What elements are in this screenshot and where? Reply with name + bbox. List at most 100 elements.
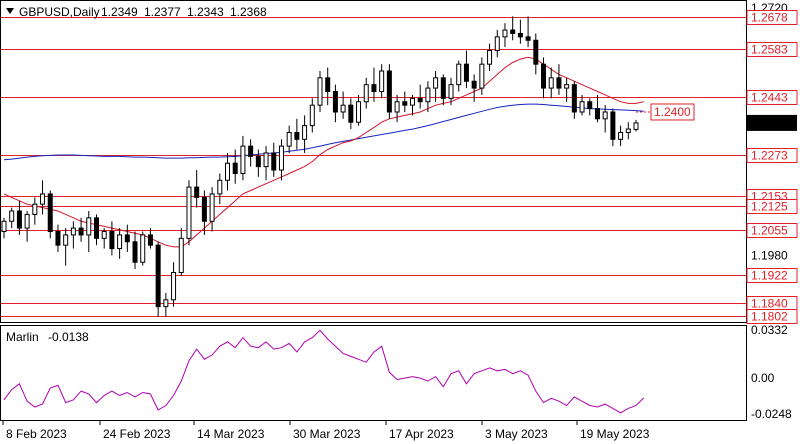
candle-body-bull: [286, 131, 292, 147]
candle-body-bear: [93, 217, 99, 239]
candle-body-bull: [186, 186, 192, 239]
candle-body-bear: [194, 186, 200, 198]
candle-body-bull: [309, 104, 315, 127]
candle-body-bear: [510, 29, 516, 34]
candle-body-bear: [132, 241, 138, 263]
candle-body-bull: [209, 193, 215, 222]
candle-body-bear: [78, 227, 84, 236]
candle: [225, 152, 231, 191]
level-tag: 1.2273: [751, 149, 788, 163]
indicator-name: Marlin: [6, 330, 39, 344]
candle-body-bull: [487, 50, 493, 65]
candle: [317, 71, 323, 112]
candle-body-bear: [417, 97, 423, 103]
candle-body-bull: [9, 210, 15, 222]
candle-body-bull: [394, 101, 400, 113]
candle: [587, 98, 593, 116]
candle: [86, 211, 92, 252]
candle-body-bull: [479, 63, 485, 89]
candle: [433, 71, 439, 102]
candle: [194, 170, 200, 208]
candle: [471, 74, 477, 102]
candle-body-bull: [379, 70, 385, 92]
candle-body-bear: [248, 145, 254, 157]
level-price-tags: 1.26781.25831.24431.22731.21531.21251.20…: [746, 10, 798, 324]
symbol-label: GBPUSD,Daily: [19, 5, 100, 19]
candle: [47, 190, 53, 239]
candle: [356, 94, 362, 126]
candle: [479, 57, 485, 95]
candle: [171, 262, 177, 307]
candle-body-bull: [240, 145, 246, 174]
candle: [494, 30, 500, 58]
level-tag-box: [746, 309, 798, 324]
candle: [502, 23, 508, 48]
candle: [9, 207, 15, 229]
level-tag-box: [746, 199, 798, 214]
candle: [24, 211, 30, 242]
time-label: 14 Mar 2023: [197, 427, 265, 441]
level-tag: 1.2583: [751, 43, 788, 57]
candle: [40, 180, 46, 215]
candle: [348, 98, 354, 130]
candle: [232, 149, 238, 184]
level-tag: 1.2125: [751, 200, 788, 214]
candle: [386, 64, 392, 119]
candle: [248, 139, 254, 167]
candle-body-bull: [140, 234, 146, 263]
candle-body-bear: [47, 193, 53, 233]
candle: [517, 19, 523, 44]
candle-body-bull: [171, 271, 177, 301]
candle: [456, 60, 462, 92]
candle-body-bear: [201, 196, 207, 222]
level-tag-box: [746, 223, 798, 238]
candle: [101, 228, 107, 249]
candle: [533, 33, 539, 75]
chart-header: GBPUSD,Daily 1.2349 1.2377 1.2343 1.2368: [6, 5, 267, 19]
candle-body-bear: [155, 244, 161, 308]
candle: [124, 224, 130, 252]
time-label: 24 Feb 2023: [103, 427, 171, 441]
candle-body-bear: [109, 231, 115, 250]
indicator-axis-bottom: -0.0248: [751, 407, 792, 421]
support-resistance-levels: [1, 17, 746, 317]
candle-body-bear: [232, 162, 238, 174]
level-tag: 1.1840: [751, 297, 788, 311]
candle-body-bear: [587, 101, 593, 110]
candle: [55, 224, 61, 252]
candle-body-bull: [618, 131, 624, 140]
candle-body-bull: [302, 125, 308, 140]
level-tag: 1.1922: [751, 269, 788, 283]
candle-body-bull: [456, 63, 462, 86]
ma-target-value: 1.2400: [654, 105, 691, 119]
candle: [186, 180, 192, 246]
candle-body-bull: [225, 162, 231, 181]
candle: [132, 231, 138, 270]
indicator-value: -0.0138: [48, 330, 89, 344]
candle: [178, 228, 184, 276]
candle: [610, 108, 616, 147]
collapse-triangle-icon[interactable]: [6, 8, 14, 14]
ohlc-low: 1.2343: [187, 5, 224, 19]
candle-body-bear: [16, 210, 22, 229]
candle-body-bull: [278, 145, 284, 171]
candle-body-bull: [317, 77, 323, 106]
candle: [340, 91, 346, 119]
candle-body-bear: [610, 111, 616, 140]
level-tag: 1.2678: [751, 11, 788, 25]
candle-body-bull: [217, 179, 223, 195]
candle-body-bear: [571, 84, 577, 113]
candle-body-bull: [70, 227, 76, 236]
candle-body-bull: [340, 104, 346, 113]
level-tag: 1.2443: [751, 91, 788, 105]
main-chart-frame: [0, 0, 747, 323]
candle: [93, 214, 99, 246]
candle-body-bull: [101, 231, 107, 239]
candle: [417, 84, 423, 109]
candle-body-bull: [86, 217, 92, 236]
candle: [78, 217, 84, 242]
candle: [487, 43, 493, 72]
candle-body-bull: [178, 237, 184, 273]
level-tag-box: [746, 42, 798, 57]
